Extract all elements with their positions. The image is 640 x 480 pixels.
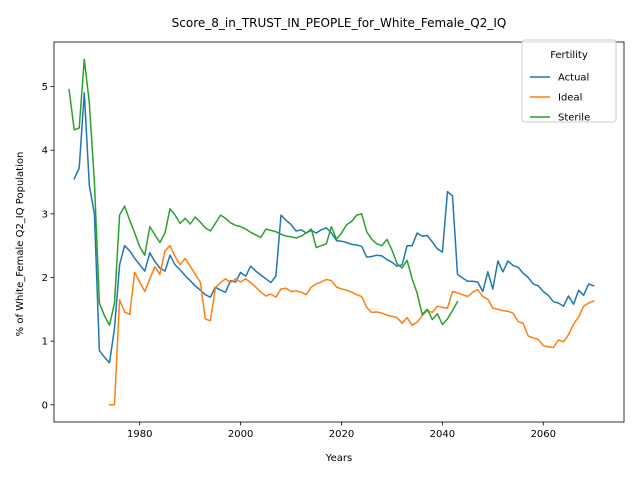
x-tick-label: 2000 — [228, 429, 253, 440]
y-tick-label: 3 — [42, 209, 48, 220]
x-axis-label: Years — [325, 453, 352, 464]
legend-title: Fertility — [550, 50, 588, 61]
axes: 1980 2000 2020 2040 2060 0 1 2 3 4 5 — [42, 41, 625, 440]
y-tick-label: 0 — [42, 400, 48, 411]
legend-label-ideal: Ideal — [558, 93, 582, 104]
x-tick-label: 2040 — [430, 429, 455, 440]
y-tick-label: 1 — [42, 337, 48, 348]
y-tick-label: 4 — [42, 146, 48, 157]
x-tick-label: 1980 — [127, 429, 152, 440]
x-tick-label: 2060 — [531, 429, 556, 440]
y-tick-label: 5 — [42, 82, 48, 93]
legend-label-actual: Actual — [558, 73, 589, 84]
y-axis-label: % of White_Female Q2_IQ Population — [15, 152, 26, 337]
series-line-sterile — [68, 58, 459, 326]
legend-box — [521, 39, 617, 123]
y-tick-label: 2 — [42, 273, 48, 284]
chart-title: Score_8_in_TRUST_IN_PEOPLE_for_White_Fem… — [172, 16, 507, 30]
legend: Fertility Actual Ideal Sterile — [521, 39, 617, 124]
plot-frame — [53, 41, 625, 423]
legend-label-sterile: Sterile — [558, 113, 590, 124]
x-tick-label: 2020 — [329, 429, 354, 440]
series-line-ideal — [108, 244, 595, 406]
plot-area — [68, 58, 595, 406]
